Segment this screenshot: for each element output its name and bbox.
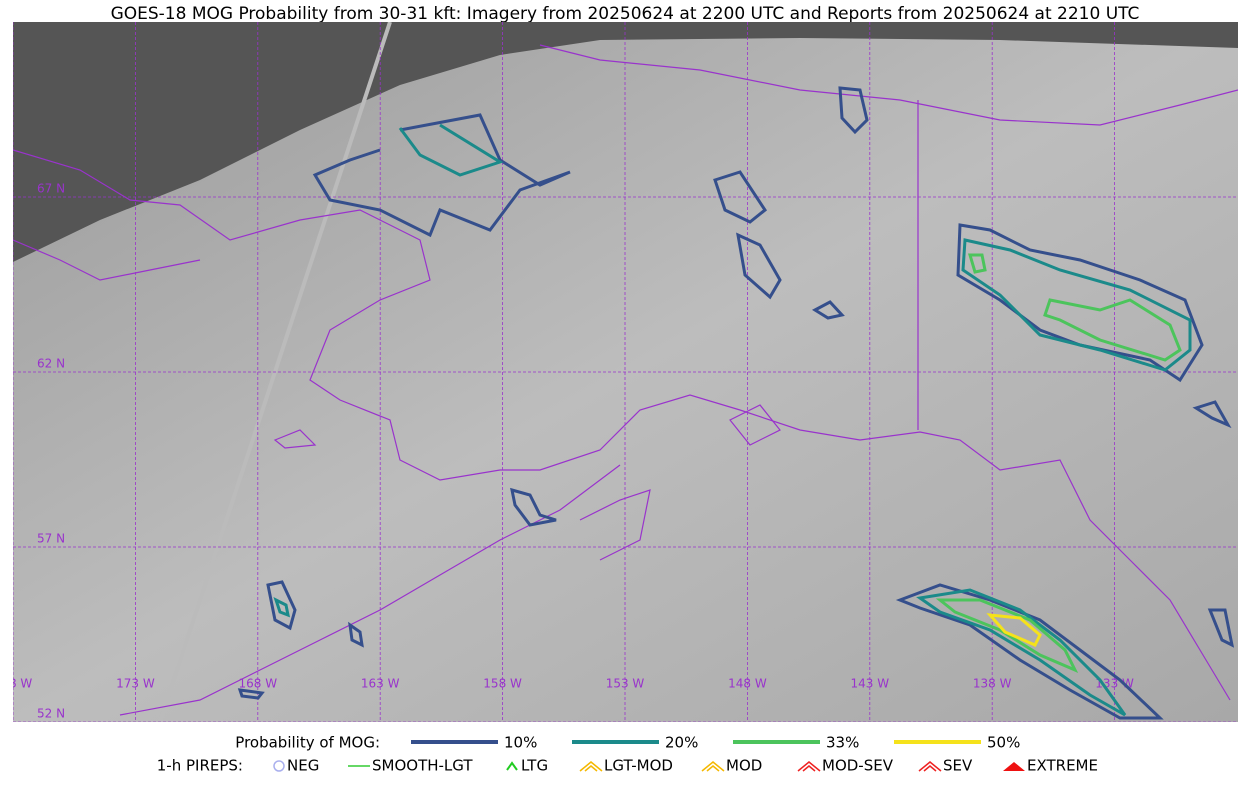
pirep-icon <box>918 761 942 772</box>
pirep-icon <box>701 761 725 772</box>
longitude-label: 178 W <box>0 677 32 691</box>
legend-label: 20% <box>665 734 698 752</box>
legend: Probability of MOG: 10% 20% 33% 50% 1-h PIREP… <box>157 734 1098 775</box>
latitude-label: 67 N <box>37 182 65 196</box>
pirep-icon <box>797 761 821 772</box>
latitude-label: 62 N <box>37 357 65 371</box>
pirep-icon <box>1003 762 1025 771</box>
longitude-label: 143 W <box>851 677 890 691</box>
longitude-label: 158 W <box>483 677 522 691</box>
map: 67 N 62 N 57 N 52 N 178 W 173 W 168 W 163 W 158 … <box>0 22 1238 722</box>
pirep-icon <box>273 760 285 772</box>
coastlines <box>13 44 1238 716</box>
longitude-label: 163 W <box>361 677 400 691</box>
longitude-label: 168 W <box>239 677 278 691</box>
latitude-label: 57 N <box>37 532 65 546</box>
pirep-label: LTG <box>521 757 548 775</box>
pirep-icon <box>506 761 518 771</box>
legend-title: Probability of MOG: <box>235 734 380 752</box>
pirep-label: SMOOTH-LGT <box>372 757 473 775</box>
legend-label: 50% <box>987 734 1020 752</box>
probability-contours <box>237 86 1235 720</box>
title: GOES-18 MOG Probability from 30-31 kft: … <box>111 4 1140 24</box>
longitude-label: 148 W <box>728 677 767 691</box>
legend-label: 33% <box>826 734 859 752</box>
pirep-label: LGT-MOD <box>604 757 673 775</box>
legend-label: 10% <box>504 734 537 752</box>
legend-title: 1-h PIREPS: <box>157 757 243 775</box>
longitude-label: 138 W <box>973 677 1012 691</box>
pirep-label: MOD-SEV <box>822 757 894 775</box>
longitude-label: 153 W <box>606 677 645 691</box>
no-data-region <box>13 22 1238 262</box>
pirep-icon <box>579 761 603 772</box>
latitude-label: 52 N <box>37 707 65 721</box>
pirep-label: SEV <box>943 757 973 775</box>
pirep-label: EXTREME <box>1027 757 1098 775</box>
pirep-label: NEG <box>287 757 319 775</box>
graticule: 67 N 62 N 57 N 52 N 178 W 173 W 168 W 163 W 158 … <box>0 22 1238 722</box>
pirep-label: MOD <box>726 757 762 775</box>
longitude-label: 173 W <box>116 677 155 691</box>
